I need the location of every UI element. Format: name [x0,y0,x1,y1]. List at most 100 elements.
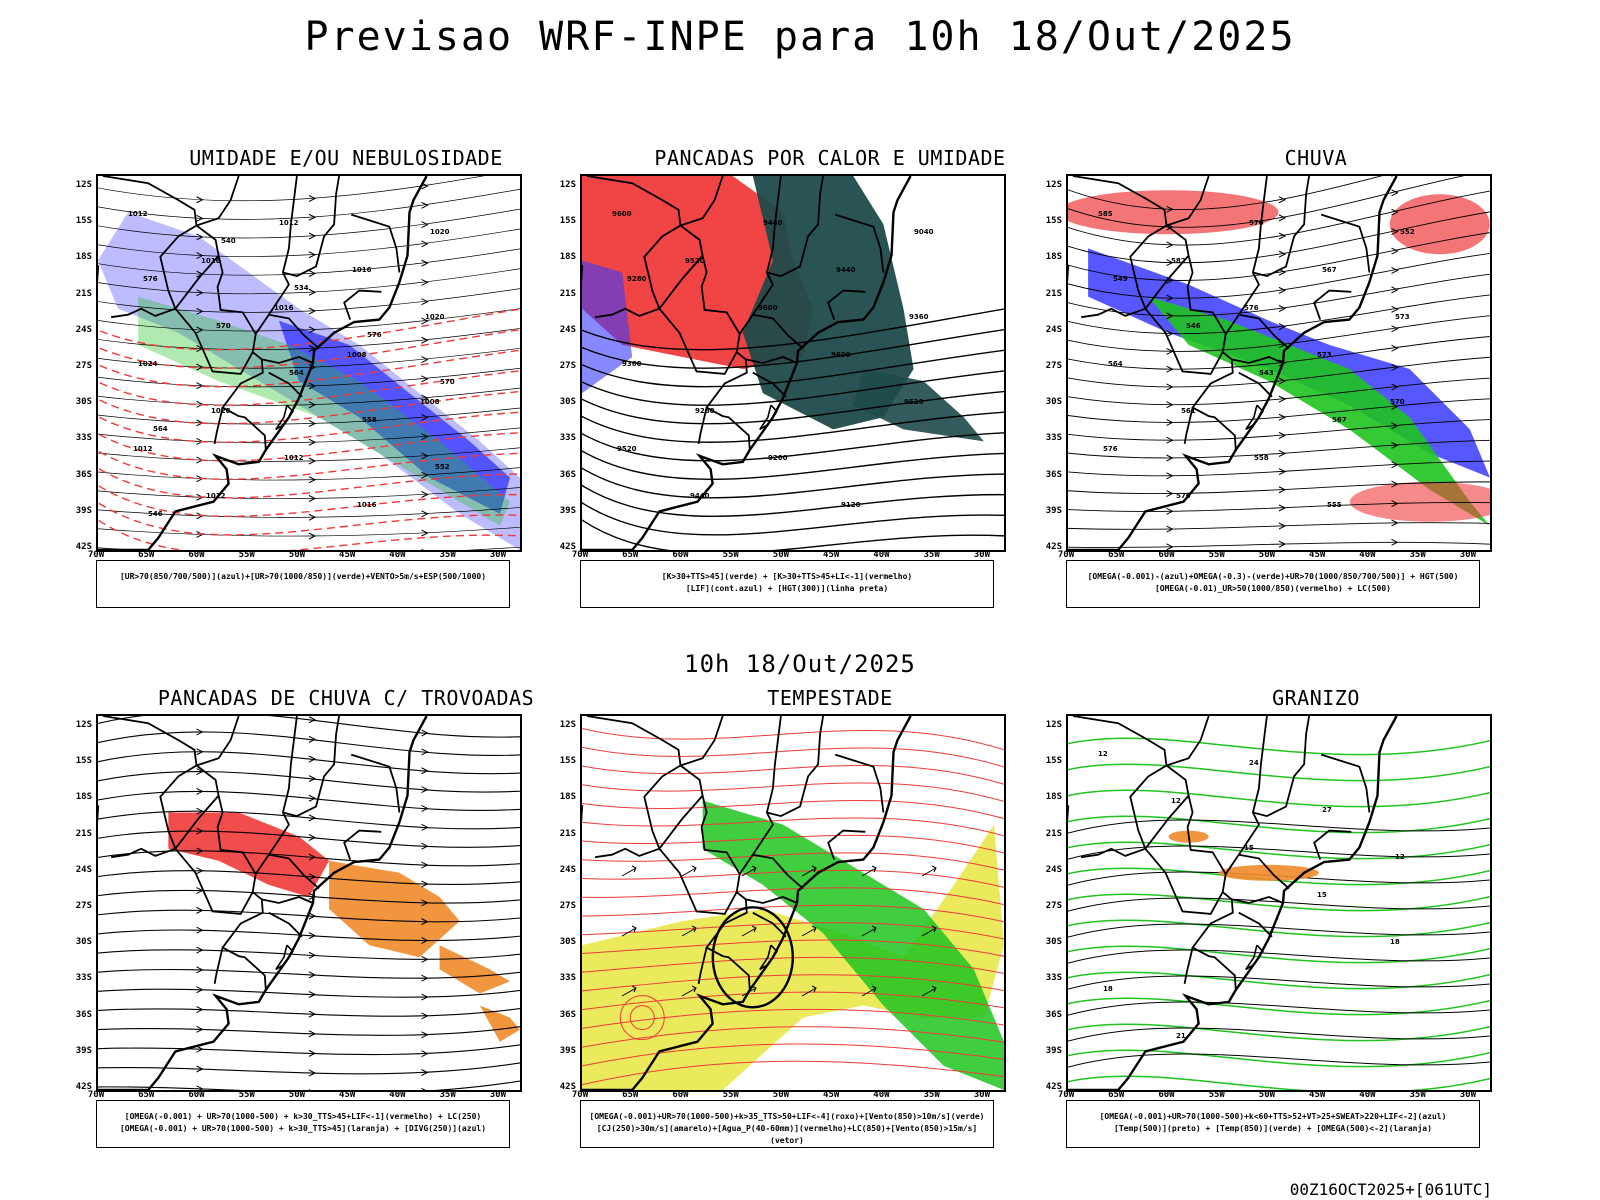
flow-arrow [1166,436,1174,444]
latitude-tick-label: 21S [1045,828,1062,839]
flow-arrow [1391,267,1399,274]
latitude-tick-label: 39S [559,1045,576,1056]
flow-arrow [308,932,317,940]
latitude-tick-label: 30S [1045,397,1062,408]
flow-arrow [421,842,429,850]
contour-label: 567 [1322,266,1337,274]
flow-arrow [1391,402,1399,410]
latitude-tick-label: 12S [559,720,576,731]
legend-line: [OMEGA(-0.001)-(azul)+OMEGA(-0.3)-(verde… [1087,572,1459,581]
streamline [98,751,520,775]
legend-line: [CJ(250)>30m/s](amarelo)+[Agua_P(40-60mm… [596,1124,978,1145]
strong-wind-area [702,800,1004,1090]
temperature-850-isoline [1068,815,1490,834]
contour-label: 558 [1254,454,1269,462]
political-border [282,716,340,818]
contour-label: 1016 [352,266,372,274]
contour-label: 561 [1181,407,1196,415]
flow-arrow [421,356,429,363]
flow-arrow [1166,401,1174,409]
latitude-tick-label: 42S [75,1082,92,1092]
streamline [98,1080,520,1090]
legend-box: [UR>70(850/700/500)](azul)+[UR>70(1000/8… [96,560,510,608]
political-border [1072,716,1237,990]
latitude-tick-label: 36S [1045,469,1062,480]
contour-label: 9120 [841,501,861,509]
streamline [1068,439,1490,459]
flow-arrow [1278,540,1287,548]
latitude-tick-label: 12S [1045,720,1062,731]
streamline [1068,522,1490,530]
streamline [98,526,520,537]
wind-vector [861,985,877,997]
streamline [98,716,520,738]
flow-arrow [1391,383,1399,391]
streamline [582,974,1004,992]
flow-arrow [1278,413,1287,421]
contour-label: 540 [221,237,236,245]
latitude-tick-label: 27S [75,361,92,372]
jet-contour [711,906,795,1009]
political-border [834,753,885,813]
streamline [1068,232,1490,281]
low-pressure-isoline [619,995,665,1041]
legend-line: [LIF](cont.azul) + [HGT(300)](linha pret… [685,584,889,593]
latitude-tick-label: 15S [75,756,92,767]
flow-arrow [1166,419,1174,426]
flow-arrow [196,1025,204,1033]
flow-arrow [421,1031,429,1039]
flow-arrow [1166,259,1174,267]
isoline [582,518,1004,550]
streamline [98,507,520,518]
longitude-tick-label: 50W [288,1090,306,1100]
flow-arrow [1391,286,1399,294]
streamline [98,228,520,257]
isoline [98,432,520,462]
streamline [582,869,1004,888]
flow-arrow [196,1006,204,1013]
isoline [98,484,520,517]
contour-label: 18 [1103,985,1113,993]
streamline [98,889,520,904]
flow-arrow [308,1010,317,1018]
streamline [582,852,1004,871]
flow-arrow [308,232,317,240]
longitude-tick-label: 65W [138,550,155,560]
wind-vector [621,925,637,937]
political-border [586,716,751,990]
streamline [98,268,520,295]
flow-arrow [308,853,317,861]
latitude-tick-label: 36S [1045,1009,1062,1020]
political-border [834,213,885,273]
flow-arrow [421,471,429,479]
lagoon-outline [759,404,778,431]
flow-arrow [308,873,317,881]
contour-label: 558 [362,416,377,424]
isoline [98,370,520,406]
political-border [1231,896,1284,904]
longitude-tick-label: 70W [1057,550,1075,560]
flow-arrow [196,827,204,835]
political-border [752,313,804,350]
streamlines [582,727,1004,1086]
political-border [196,176,240,227]
latitude-tick-label: 24S [1045,324,1062,335]
political-border [1129,224,1190,311]
streamline [582,991,1004,1011]
political-border [752,911,787,938]
latitude-tick-label: 12S [75,720,92,731]
contour-label: 552 [1400,228,1415,236]
flow-arrow [196,926,204,934]
flow-arrow [421,918,429,926]
flow-arrow [421,937,429,944]
panel-humidity-cloudiness: UMIDADE E/OU NEBULOSIDADE 12S 15S 18S 21S 24… [76,146,596,626]
flow-arrow [196,768,204,776]
temperature-500-isoline [1068,897,1490,912]
legend-line: [Temp(500)](preto) + [Temp(850)](verde) … [1114,1124,1432,1133]
flow-arrow [196,307,204,315]
wind-vector [801,925,817,937]
streamline [1068,315,1490,352]
latitude-tick-label: 42S [559,1082,576,1092]
longitude-tick-label: 45W [339,1090,356,1100]
flow-arrow [1391,364,1399,372]
